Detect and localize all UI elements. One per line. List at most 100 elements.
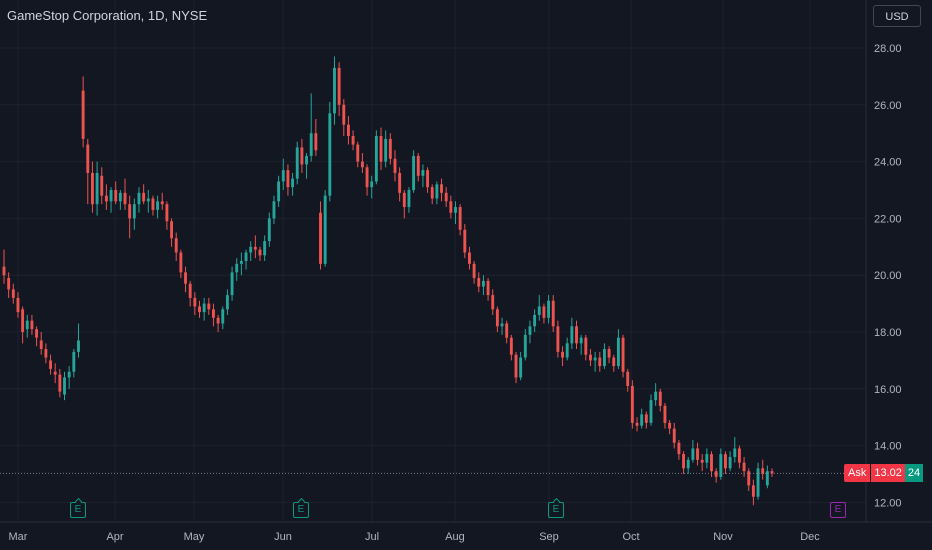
candle-down — [58, 374, 62, 392]
candle-down — [2, 266, 6, 276]
candle-down — [188, 283, 192, 298]
time-tick-label: May — [184, 531, 205, 543]
time-tick-label: Jun — [274, 531, 292, 543]
candle-down — [351, 136, 355, 145]
candle-up — [579, 337, 583, 344]
candle-up — [756, 468, 760, 497]
earnings-event-icon[interactable]: E — [293, 502, 309, 518]
ask-price: 13.02 — [870, 464, 905, 482]
time-axis[interactable]: Mar Apr May Jun Jul Aug Sep Oct Nov Dec — [9, 531, 821, 543]
candle-down — [342, 104, 346, 125]
candle-down — [151, 198, 155, 210]
candle-down — [198, 306, 201, 313]
candle-down — [21, 309, 25, 332]
candle-down — [314, 133, 318, 151]
candle-down — [379, 136, 383, 162]
candle-up — [519, 357, 523, 378]
candle-down — [398, 172, 402, 193]
candle-up — [291, 178, 295, 188]
candle-down — [491, 295, 495, 310]
candles-group — [2, 56, 774, 506]
candle-down — [742, 462, 746, 472]
candle-up — [267, 218, 271, 242]
candle-down — [212, 309, 215, 318]
candle-down — [486, 280, 490, 296]
candle-down — [770, 471, 774, 474]
price-tick-label: 24.00 — [874, 157, 902, 169]
candle-down — [416, 155, 420, 176]
candle-down — [11, 289, 15, 298]
time-tick-label: Apr — [106, 531, 123, 543]
candle-down — [81, 90, 85, 139]
candle-up — [533, 314, 537, 327]
candle-down — [319, 212, 322, 264]
candle-up — [654, 391, 658, 401]
bar-countdown: 24 — [904, 464, 924, 482]
candle-down — [100, 175, 104, 196]
candle-up — [67, 371, 71, 378]
candle-up — [156, 201, 160, 210]
candle-up — [640, 414, 644, 426]
candle-up — [421, 170, 425, 176]
candle-down — [207, 303, 211, 310]
candle-up — [454, 207, 457, 213]
candle-down — [174, 238, 178, 253]
candle-down — [393, 158, 397, 173]
candle-down — [495, 309, 499, 327]
candle-down — [216, 317, 220, 324]
candle-down — [472, 263, 476, 279]
candle-down — [630, 385, 634, 423]
candle-down — [561, 351, 564, 358]
candle-down — [179, 252, 183, 273]
candle-up — [202, 303, 206, 313]
candle-down — [612, 357, 616, 367]
candle-up — [249, 246, 253, 253]
candle-up — [412, 155, 416, 190]
candle-up — [370, 181, 374, 188]
candle-up — [272, 201, 276, 219]
candle-down — [542, 306, 546, 318]
candle-up — [72, 351, 76, 372]
upcoming-earnings-event-icon[interactable]: E — [830, 502, 846, 518]
candle-down — [714, 471, 718, 477]
candle-down — [356, 144, 360, 162]
price-tick-label: 14.00 — [874, 441, 902, 453]
candle-up — [244, 252, 248, 261]
candle-up — [565, 343, 569, 358]
candle-up — [323, 195, 327, 264]
candle-up — [616, 337, 620, 367]
candle-down — [621, 337, 625, 372]
candle-down — [677, 442, 681, 455]
candle-up — [765, 471, 769, 486]
price-tick-label: 16.00 — [874, 384, 902, 396]
candle-down — [514, 354, 518, 378]
candle-down — [426, 170, 430, 188]
price-tick-label: 12.00 — [874, 497, 902, 509]
candle-up — [500, 323, 504, 327]
earnings-event-icon[interactable]: E — [548, 502, 564, 518]
candle-up — [221, 309, 225, 324]
time-tick-label: Nov — [713, 531, 733, 543]
price-axis[interactable]: 28.00 26.00 24.00 22.00 20.00 18.00 16.00 14.00… — [874, 43, 902, 509]
candle-up — [263, 241, 267, 256]
time-tick-label: Sep — [539, 531, 559, 543]
ask-label: Ask — [844, 464, 871, 482]
earnings-event-icon[interactable]: E — [70, 502, 86, 518]
candle-down — [556, 326, 560, 352]
grid-lines — [0, 0, 866, 522]
candle-up — [281, 170, 285, 182]
candle-down — [463, 229, 467, 253]
candle-up — [374, 136, 378, 182]
candle-down — [53, 371, 57, 375]
candle-down — [128, 204, 132, 219]
price-tick-label: 28.00 — [874, 43, 902, 55]
candle-down — [300, 147, 304, 165]
candle-up — [593, 357, 597, 361]
currency-button[interactable]: USD — [873, 5, 921, 27]
candle-down — [468, 252, 471, 264]
candle-down — [737, 448, 741, 463]
ask-price-tag: Ask 13.02 24 — [844, 464, 924, 482]
candle-down — [430, 187, 434, 199]
candle-up — [132, 204, 136, 219]
